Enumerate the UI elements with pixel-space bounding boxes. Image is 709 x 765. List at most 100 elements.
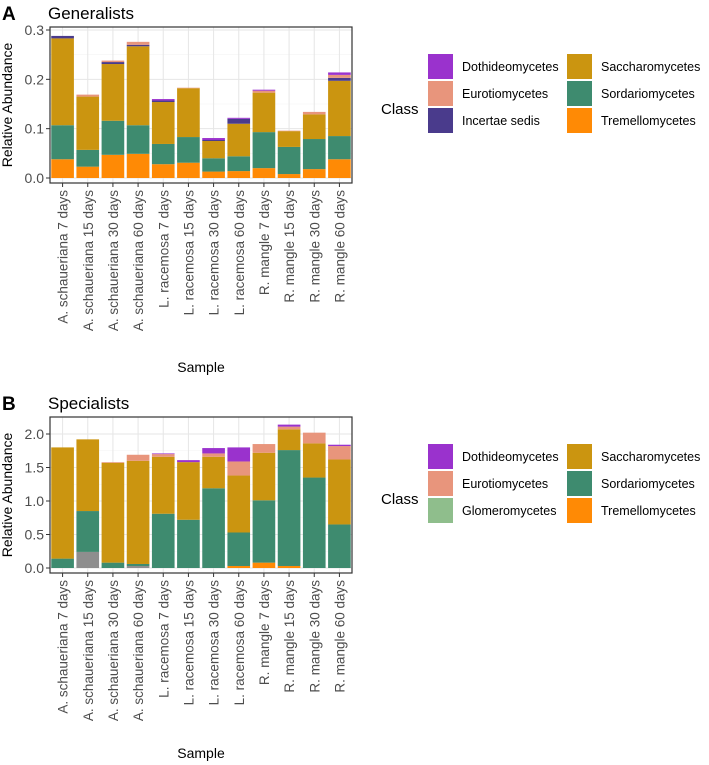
bar-segment-sordariomycetes xyxy=(277,450,301,566)
x-tick-label: L. racemosa 7 days xyxy=(156,190,171,308)
x-tick-label: R. mangle 60 days xyxy=(332,190,347,303)
panel-title: Specialists xyxy=(48,394,129,413)
bar-segment-eurotiomycetes xyxy=(252,90,276,93)
bar-segment-eurotiomycetes xyxy=(76,94,100,97)
bar-segment-tremellomycetes xyxy=(101,154,125,178)
bar-segment-saccharomycetes xyxy=(126,46,150,126)
y-tick-label: 0.3 xyxy=(25,22,45,38)
bar-segment-dothideomycetes xyxy=(328,444,351,447)
bar-segment-tremellomycetes xyxy=(277,565,301,568)
x-tick-label: A. schaueriana 30 days xyxy=(106,190,121,331)
bar-segment-saccharomycetes xyxy=(76,439,100,512)
bar-segment-dothideomycetes xyxy=(252,89,276,91)
x-tick-label: L. racemosa 30 days xyxy=(207,190,222,316)
bar-segment-dothideomycetes xyxy=(151,453,175,455)
bar-segment-saccharomycetes xyxy=(101,462,125,563)
legend-swatch xyxy=(567,81,592,106)
bar-segment-eurotiomycetes xyxy=(227,461,251,476)
bar-segment-incertae-sedis xyxy=(51,35,74,39)
bar-segment-sordariomycetes xyxy=(177,137,200,163)
legend-label: Tremellomycetes xyxy=(601,504,696,518)
plot-border xyxy=(49,26,353,184)
legend-label: Sordariomycetes xyxy=(601,87,695,101)
bar-segment-tremellomycetes xyxy=(177,162,200,178)
legend-label: Eurotiomycetes xyxy=(462,87,548,101)
legend-swatch xyxy=(428,54,453,79)
legend-label: Glomeromycetes xyxy=(462,504,556,518)
y-tick-label: 0.0 xyxy=(25,560,45,576)
legend-label: Sordariomycetes xyxy=(601,477,695,491)
bar-segment-dothideomycetes xyxy=(328,72,351,75)
bar-segment-sordariomycetes xyxy=(328,524,351,568)
bar-segment-saccharomycetes xyxy=(328,80,351,137)
bar-segment-eurotiomycetes xyxy=(328,446,351,460)
bar-segment-saccharomycetes xyxy=(227,123,251,157)
bar-segment-dothideomycetes xyxy=(202,138,225,141)
bar-segment-tremellomycetes xyxy=(76,166,100,178)
legend-swatch xyxy=(567,54,592,79)
bar-segment-sordariomycetes xyxy=(126,125,150,154)
bar-segment-tremellomycetes xyxy=(51,159,74,178)
bar-segment-sordariomycetes xyxy=(202,158,225,172)
x-tick-label: L. racemosa 15 days xyxy=(181,580,196,706)
legend-item: Glomeromycetes xyxy=(428,498,556,523)
bar-segment-unlabeled xyxy=(126,565,150,568)
bar-segment-sordariomycetes xyxy=(101,120,125,155)
bar-segment-saccharomycetes xyxy=(202,141,225,159)
legend-swatch xyxy=(428,471,453,496)
bar-segment-sordariomycetes xyxy=(126,563,150,566)
plot-background xyxy=(50,27,352,183)
legend-item: Sordariomycetes xyxy=(567,471,695,496)
y-axis-label: Relative Abundance xyxy=(0,433,15,558)
legend-label: Incertae sedis xyxy=(462,114,540,128)
bar-segment-dothideomycetes xyxy=(277,424,301,427)
bar-segment-saccharomycetes xyxy=(277,429,301,451)
bar-segment-sordariomycetes xyxy=(76,149,100,167)
legend-item: Incertae sedis xyxy=(428,108,540,133)
bar-segment-saccharomycetes xyxy=(51,38,74,126)
bar-segment-eurotiomycetes xyxy=(101,462,125,463)
bar-segment-dothideomycetes xyxy=(202,448,225,454)
legend-item: Sordariomycetes xyxy=(567,81,695,106)
x-tick-label: L. racemosa 7 days xyxy=(156,580,171,698)
x-tick-label: R. mangle 7 days xyxy=(257,580,272,685)
plot-border xyxy=(49,416,353,574)
bar-segment-saccharomycetes xyxy=(101,64,125,121)
bar-segment-tremellomycetes xyxy=(252,562,276,568)
x-tick-label: R. mangle 30 days xyxy=(307,580,322,693)
bar-segment-saccharomycetes xyxy=(252,452,276,501)
x-tick-label: A. schaueriana 15 days xyxy=(81,190,96,331)
legend-swatch xyxy=(567,444,592,469)
legend-item: Eurotiomycetes xyxy=(428,471,548,496)
y-tick-label: 0.2 xyxy=(25,71,45,87)
x-tick-label: A. schaueriana 7 days xyxy=(56,580,71,714)
bar-segment-saccharomycetes xyxy=(302,443,326,478)
legend: Class Dothideomycetes Eurotiomycetes Incert… xyxy=(381,54,700,133)
bar-segment-sordariomycetes xyxy=(151,513,175,568)
bar-segment-incertae-sedis xyxy=(227,118,251,124)
bar-segment-saccharomycetes xyxy=(252,92,276,133)
legend-item: Saccharomycetes xyxy=(567,54,700,79)
legend-label: Saccharomycetes xyxy=(601,450,700,464)
bar-segment-saccharomycetes xyxy=(227,475,251,533)
bar-segment-sordariomycetes xyxy=(151,143,175,165)
legend-swatch xyxy=(428,81,453,106)
x-tick-label: R. mangle 15 days xyxy=(282,190,297,303)
bar-segment-sordariomycetes xyxy=(51,125,74,160)
legend: Class Dothideomycetes Eurotiomycetes Glomer… xyxy=(381,444,700,523)
bar-segment-sordariomycetes xyxy=(51,558,74,568)
y-tick-label: 1.5 xyxy=(25,460,45,476)
bar-segment-sordariomycetes xyxy=(101,562,125,568)
bar-segment-saccharomycetes xyxy=(328,459,351,525)
bar-segment-sordariomycetes xyxy=(76,511,100,552)
legend-swatch xyxy=(428,444,453,469)
bar-segment-sordariomycetes xyxy=(277,146,301,175)
bar-segment-eurotiomycetes xyxy=(328,74,351,78)
legend-item: Saccharomycetes xyxy=(567,444,700,469)
bar-segment-saccharomycetes xyxy=(277,131,301,147)
legend-label: Dothideomycetes xyxy=(462,450,559,464)
legend-label: Saccharomycetes xyxy=(601,60,700,74)
panel-b: B Specialists 0.0 0.5 1.0 1.5 2.0 Relative Abun… xyxy=(0,394,700,761)
y-tick-label: 2.0 xyxy=(25,426,45,442)
